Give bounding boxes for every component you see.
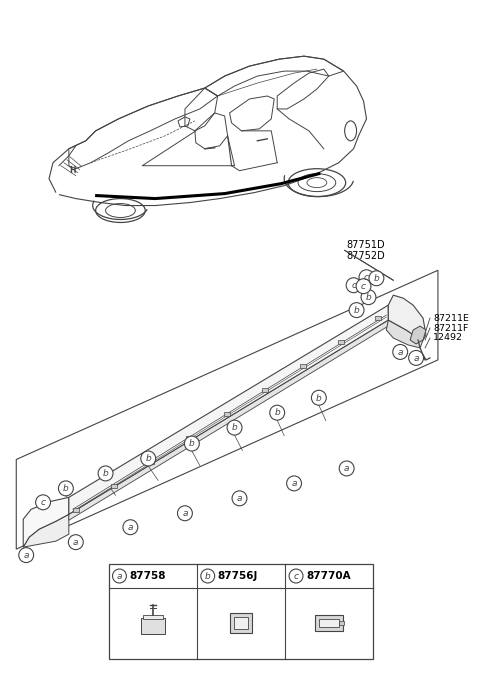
Circle shape xyxy=(289,569,303,583)
Polygon shape xyxy=(111,485,117,488)
Circle shape xyxy=(287,476,301,491)
Bar xyxy=(141,618,165,634)
Circle shape xyxy=(270,405,285,420)
Circle shape xyxy=(178,506,192,521)
Text: b: b xyxy=(63,484,69,493)
Polygon shape xyxy=(23,514,69,547)
Polygon shape xyxy=(69,320,388,520)
Text: a: a xyxy=(117,572,122,581)
Polygon shape xyxy=(69,305,388,514)
Circle shape xyxy=(356,279,371,293)
Polygon shape xyxy=(410,326,426,344)
Text: b: b xyxy=(354,306,360,315)
Text: a: a xyxy=(128,523,133,532)
Text: b: b xyxy=(103,469,108,479)
Polygon shape xyxy=(73,508,79,512)
Text: c: c xyxy=(351,281,356,290)
Text: 87756J: 87756J xyxy=(217,571,258,581)
Text: a: a xyxy=(397,348,403,357)
Circle shape xyxy=(232,491,247,506)
Circle shape xyxy=(339,461,354,476)
Text: a: a xyxy=(24,551,29,560)
Circle shape xyxy=(361,289,376,305)
Text: b: b xyxy=(189,439,195,448)
Bar xyxy=(285,564,373,588)
Bar xyxy=(108,564,197,588)
Polygon shape xyxy=(148,460,155,464)
Bar xyxy=(234,617,248,629)
Text: b: b xyxy=(316,394,322,402)
Text: 87758: 87758 xyxy=(130,571,166,581)
Text: c: c xyxy=(294,572,299,581)
Circle shape xyxy=(312,390,326,405)
Circle shape xyxy=(141,451,156,466)
Circle shape xyxy=(346,278,361,293)
Text: 12492: 12492 xyxy=(433,334,463,343)
Polygon shape xyxy=(262,388,268,392)
Circle shape xyxy=(123,520,138,534)
Circle shape xyxy=(227,420,242,435)
Polygon shape xyxy=(23,497,69,547)
Polygon shape xyxy=(375,316,382,320)
Text: b: b xyxy=(145,454,151,463)
Text: 87211E: 87211E xyxy=(433,314,469,322)
Text: 87770A: 87770A xyxy=(306,571,350,581)
Circle shape xyxy=(184,436,199,451)
Text: H: H xyxy=(70,166,76,175)
Circle shape xyxy=(369,271,384,286)
Text: a: a xyxy=(291,479,297,488)
Circle shape xyxy=(98,466,113,481)
Text: a: a xyxy=(344,464,349,473)
Circle shape xyxy=(359,270,374,285)
Text: c: c xyxy=(40,498,46,507)
Text: b: b xyxy=(232,423,238,433)
Circle shape xyxy=(68,534,83,550)
Text: a: a xyxy=(73,538,79,547)
Text: b: b xyxy=(366,293,372,302)
Text: 87751D: 87751D xyxy=(347,240,385,250)
Bar xyxy=(339,621,344,625)
Circle shape xyxy=(349,303,364,318)
Polygon shape xyxy=(386,320,423,348)
Circle shape xyxy=(59,481,73,496)
Circle shape xyxy=(408,351,423,365)
Text: b: b xyxy=(275,409,280,417)
Polygon shape xyxy=(337,340,344,344)
Text: 87752D: 87752D xyxy=(347,251,385,261)
Text: a: a xyxy=(182,509,188,518)
Circle shape xyxy=(393,345,408,359)
Polygon shape xyxy=(300,364,306,368)
Polygon shape xyxy=(186,436,192,440)
Circle shape xyxy=(112,569,126,583)
Polygon shape xyxy=(224,412,230,416)
Text: b: b xyxy=(373,274,379,283)
Circle shape xyxy=(201,569,215,583)
Text: c: c xyxy=(361,282,366,291)
Text: b: b xyxy=(205,572,211,581)
Circle shape xyxy=(36,495,50,509)
Bar xyxy=(197,564,285,588)
Bar xyxy=(230,613,252,633)
Text: a: a xyxy=(413,354,419,363)
Bar xyxy=(108,564,373,659)
Polygon shape xyxy=(388,295,426,340)
Text: c: c xyxy=(364,273,369,282)
Bar xyxy=(319,619,339,627)
Bar xyxy=(315,615,343,631)
Text: 87211F: 87211F xyxy=(433,324,468,332)
Bar xyxy=(143,615,163,619)
Text: a: a xyxy=(237,494,242,503)
Circle shape xyxy=(19,548,34,563)
